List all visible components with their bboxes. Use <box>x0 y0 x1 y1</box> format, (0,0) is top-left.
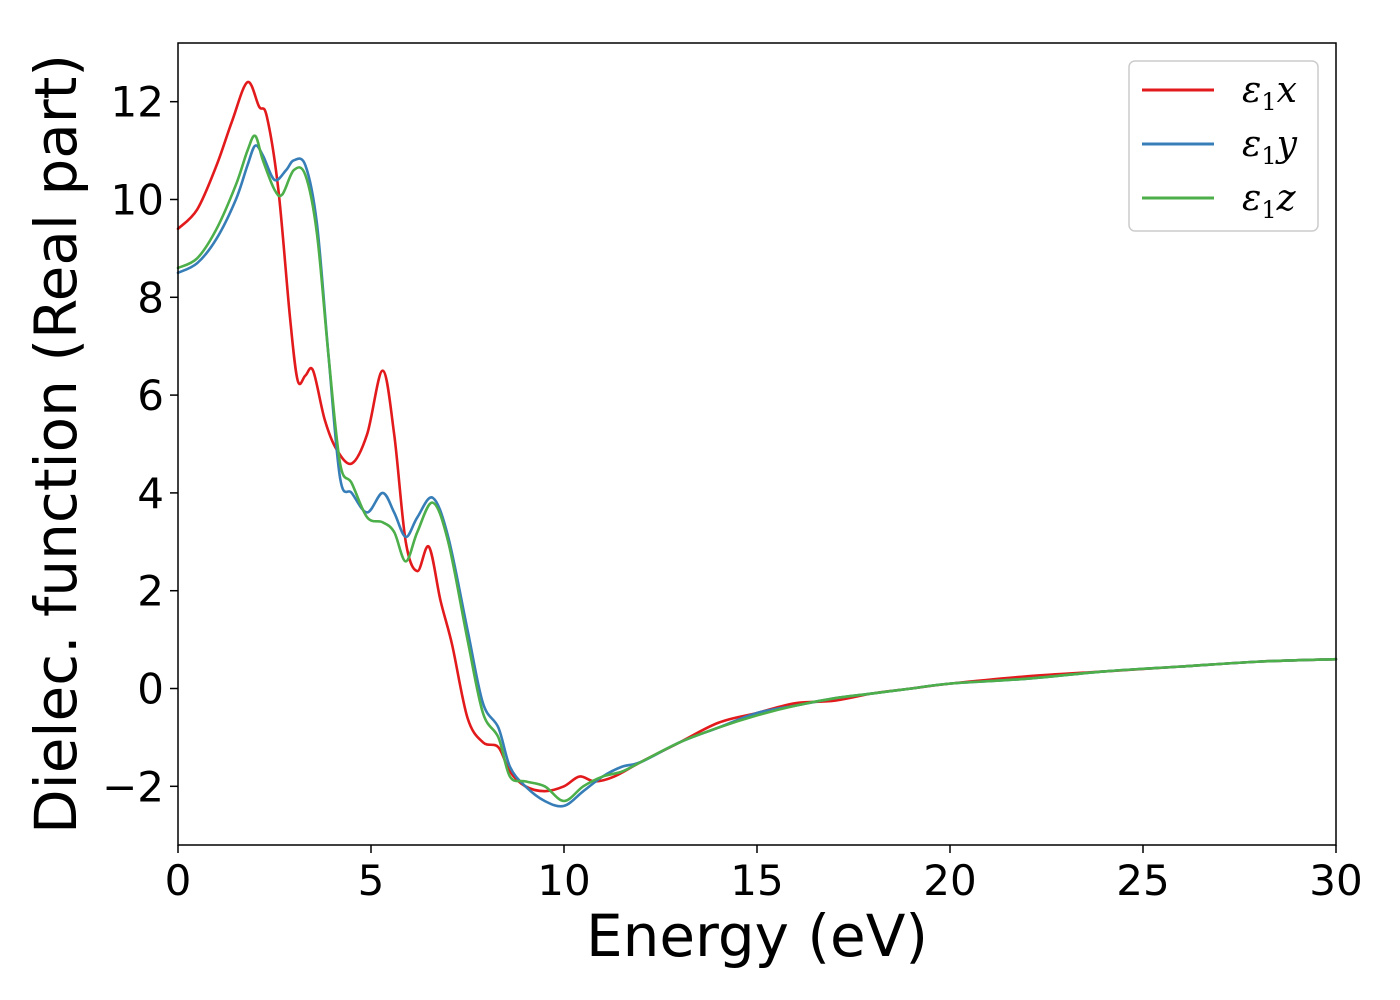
legend-label-z: ε1z <box>1242 178 1297 224</box>
x-tick-label: 10 <box>537 856 590 905</box>
x-axis-ticks: 0 5 10 15 20 25 30 <box>165 845 1363 905</box>
series-line-y <box>176 144 1338 808</box>
y-tick-label: 8 <box>137 273 164 322</box>
y-tick-label: 4 <box>137 469 164 518</box>
x-tick-label: 20 <box>923 856 976 905</box>
y-tick-label: −2 <box>102 762 164 811</box>
x-axis-title: Energy (eV) <box>586 902 928 970</box>
series-line-z <box>176 134 1338 803</box>
y-tick-label: 2 <box>137 567 164 616</box>
x-tick-label: 15 <box>730 856 783 905</box>
legend-label-x: ε1x <box>1242 70 1297 116</box>
x-tick-label: 5 <box>358 856 385 905</box>
y-tick-label: 0 <box>137 665 164 714</box>
y-tick-label: 6 <box>137 371 164 420</box>
legend: ε1x ε1y ε1z <box>1128 60 1319 232</box>
y-tick-label: 12 <box>111 78 164 127</box>
x-tick-label: 25 <box>1116 856 1169 905</box>
legend-label-y: ε1y <box>1242 124 1298 170</box>
x-tick-label: 0 <box>165 856 192 905</box>
y-axis-title: Dielec. function (Real part) <box>22 54 90 834</box>
y-tick-label: 10 <box>111 175 164 224</box>
series-layer <box>176 80 1338 808</box>
x-tick-label: 30 <box>1309 856 1362 905</box>
y-axis-ticks: −2 0 2 4 6 8 10 12 <box>102 78 178 811</box>
legend-box <box>1128 60 1319 232</box>
